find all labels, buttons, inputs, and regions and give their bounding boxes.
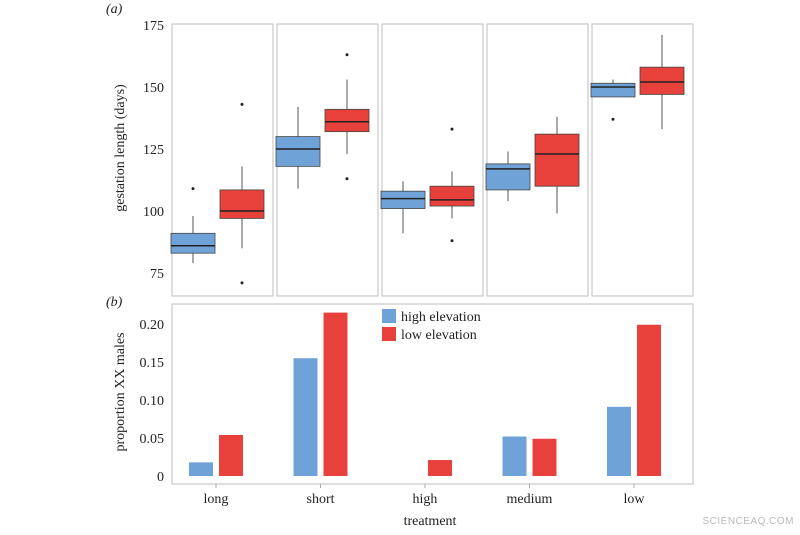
outlier-point bbox=[611, 117, 615, 121]
legend-label: high elevation bbox=[401, 310, 481, 325]
outlier-point bbox=[450, 127, 454, 131]
box-iqr bbox=[219, 189, 265, 219]
outlier-point bbox=[345, 53, 349, 57]
legend-swatch bbox=[382, 327, 396, 341]
bar-high-low bbox=[428, 460, 452, 476]
y-tick-label: 125 bbox=[143, 143, 164, 158]
y-tick-label: 100 bbox=[143, 205, 164, 220]
panel-a: 75 100 125 150 175 bbox=[143, 19, 694, 297]
x-tick-label: low bbox=[624, 492, 646, 507]
outlier-point bbox=[240, 102, 244, 106]
box-long-high bbox=[170, 187, 216, 264]
box-iqr bbox=[485, 163, 531, 191]
bar-medium-low bbox=[532, 438, 557, 476]
box-low-high bbox=[590, 79, 636, 121]
box-iqr bbox=[429, 185, 475, 207]
x-tick-label: medium bbox=[507, 492, 553, 507]
bar-long-low bbox=[219, 434, 243, 476]
panel-b: 0 0.05 0.10 0.15 0.20 long short high medium low h… bbox=[140, 303, 694, 507]
box-iqr bbox=[590, 82, 636, 98]
x-tick-label: long bbox=[204, 492, 229, 507]
box-iqr bbox=[380, 190, 426, 209]
plot-area bbox=[171, 303, 694, 485]
box-high-high bbox=[380, 181, 426, 234]
outlier-point bbox=[450, 239, 454, 243]
box-iqr bbox=[324, 108, 370, 133]
y-tick-label: 0.05 bbox=[140, 432, 165, 447]
box-long-low bbox=[219, 102, 265, 285]
facet-long bbox=[171, 23, 274, 297]
bar-short-low bbox=[323, 312, 348, 476]
panel-a-label: (a) bbox=[106, 2, 123, 17]
bar-low-high bbox=[607, 406, 631, 476]
y-tick-label: 0.10 bbox=[140, 394, 165, 409]
facet-low bbox=[591, 23, 694, 297]
bar-medium-high bbox=[502, 436, 527, 476]
y-tick-label: 0.15 bbox=[140, 356, 165, 371]
outlier-point bbox=[240, 281, 244, 285]
box-medium-high bbox=[485, 151, 531, 202]
panel-b-ylabel: proportion XX males bbox=[113, 333, 128, 452]
watermark: SCIENCEAQ.COM bbox=[702, 516, 794, 527]
y-tick-label: 0.20 bbox=[140, 318, 165, 333]
y-tick-label: 75 bbox=[150, 267, 164, 282]
panel-b-xlabel: treatment bbox=[404, 514, 457, 529]
bar-long-high bbox=[189, 462, 213, 476]
box-low-low bbox=[639, 34, 685, 130]
box-iqr bbox=[534, 133, 580, 187]
bar-short-high bbox=[293, 358, 318, 476]
y-tick-label: 150 bbox=[143, 81, 164, 96]
facet-high bbox=[381, 23, 484, 297]
box-iqr bbox=[170, 232, 216, 254]
box-iqr bbox=[639, 66, 685, 95]
box-short-high bbox=[275, 106, 321, 189]
x-tick-label: high bbox=[413, 492, 438, 507]
y-tick-label: 0 bbox=[157, 470, 164, 485]
outlier-point bbox=[345, 177, 349, 181]
outlier-point bbox=[191, 187, 195, 191]
box-high-low bbox=[429, 127, 475, 243]
panel-b-label: (b) bbox=[106, 295, 123, 310]
bar-low-low bbox=[637, 324, 661, 476]
legend-label: low elevation bbox=[401, 328, 477, 343]
box-medium-low bbox=[534, 116, 580, 214]
box-short-low bbox=[324, 53, 370, 181]
panel-a-ylabel: gestation length (days) bbox=[113, 84, 128, 212]
legend-swatch bbox=[382, 309, 396, 323]
box-iqr bbox=[275, 136, 321, 167]
x-tick-label: short bbox=[307, 492, 335, 507]
y-tick-label: 175 bbox=[143, 19, 164, 34]
